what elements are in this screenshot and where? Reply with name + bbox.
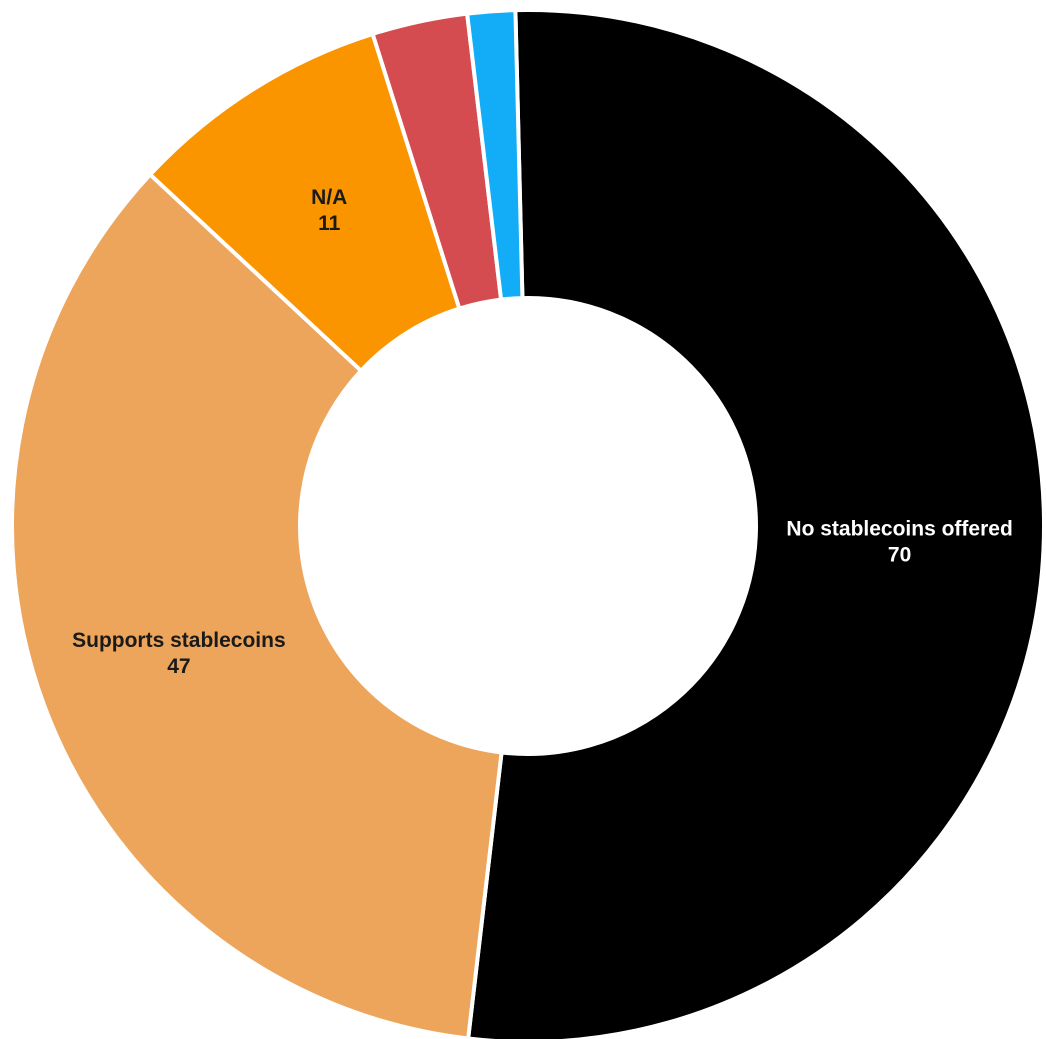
slice-label-value: 70 — [888, 544, 911, 567]
slice-unlabeled-4[interactable] — [465, 8, 525, 302]
slice-supports-stablecoins[interactable] — [10, 172, 504, 1039]
slice-label-no-stablecoins-offered: No stablecoins offered 70 — [786, 518, 1012, 567]
slice-no-stablecoins-offered[interactable] — [466, 8, 1046, 1039]
slice-label-name: Supports stablecoins — [72, 629, 286, 652]
labels-group: No stablecoins offered 70 Supports stablec… — [72, 186, 1013, 678]
slice-label-value: 11 — [318, 212, 341, 235]
slice-label-supports-stablecoins: Supports stablecoins 47 — [72, 629, 286, 678]
slice-label-value: 47 — [167, 655, 190, 678]
slice-label-name: N/A — [311, 186, 347, 209]
slice-label-name: No stablecoins offered — [786, 518, 1012, 541]
slices-group — [10, 8, 1046, 1039]
slice-n-a[interactable] — [148, 31, 462, 373]
slice-label-n-a: N/A 11 — [311, 186, 347, 235]
